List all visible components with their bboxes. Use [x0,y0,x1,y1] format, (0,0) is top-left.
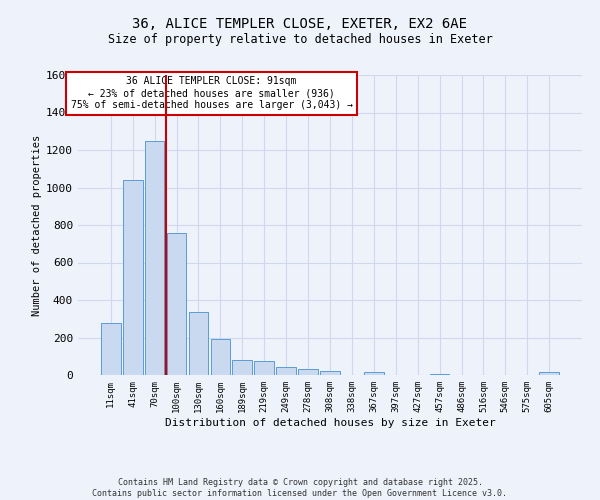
Y-axis label: Number of detached properties: Number of detached properties [32,134,42,316]
Bar [211,340,230,375]
Bar [298,370,318,375]
Text: 36 ALICE TEMPLER CLOSE: 91sqm
← 23% of detached houses are smaller (936)
75% of : 36 ALICE TEMPLER CLOSE: 91sqm ← 23% of d… [71,76,353,110]
Bar [254,361,274,375]
Text: Contains HM Land Registry data © Crown copyright and database right 2025.
Contai: Contains HM Land Registry data © Crown c… [92,478,508,498]
Bar [430,374,449,375]
Bar [167,232,187,375]
Bar [364,372,384,375]
Bar [123,180,143,375]
Text: Size of property relative to detached houses in Exeter: Size of property relative to detached ho… [107,32,493,46]
Bar [101,322,121,375]
Text: 36, ALICE TEMPLER CLOSE, EXETER, EX2 6AE: 36, ALICE TEMPLER CLOSE, EXETER, EX2 6AE [133,18,467,32]
X-axis label: Distribution of detached houses by size in Exeter: Distribution of detached houses by size … [164,418,496,428]
Bar [320,371,340,375]
Bar [188,312,208,375]
Bar [539,372,559,375]
Bar [276,366,296,375]
Bar [145,140,164,375]
Bar [232,360,252,375]
